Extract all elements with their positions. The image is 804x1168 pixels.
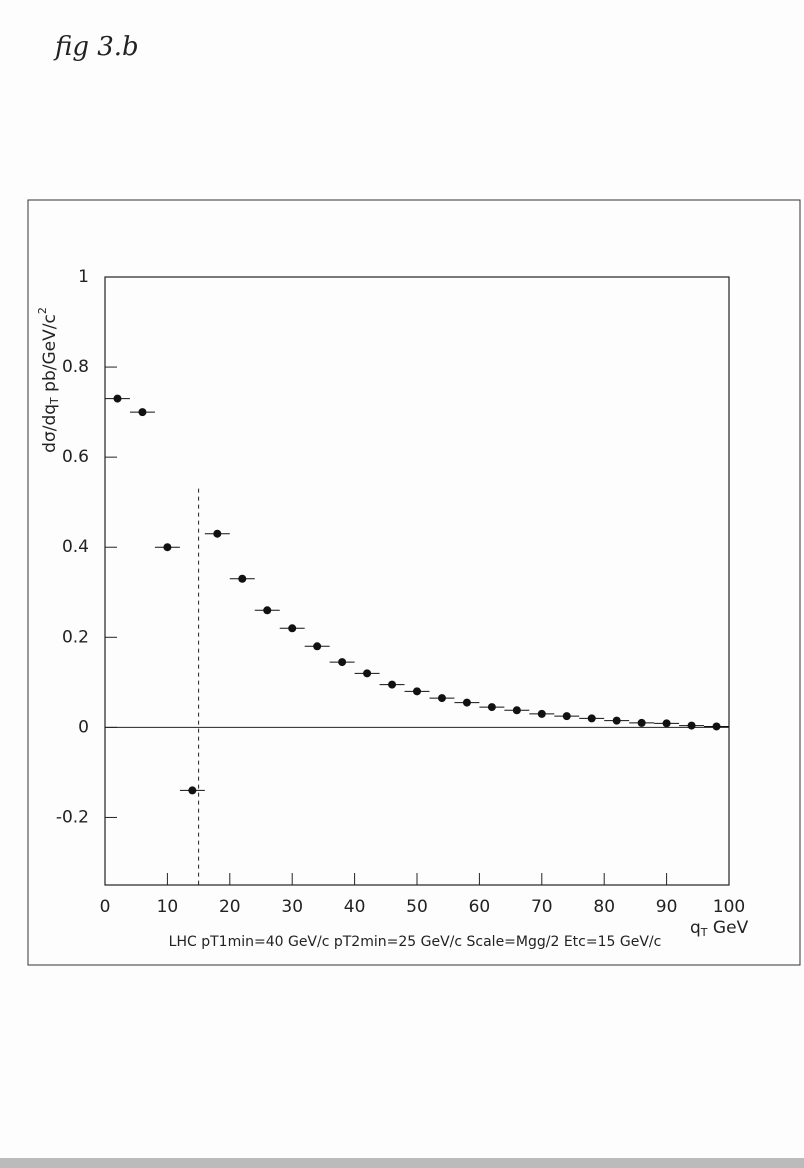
x-label-part: q bbox=[690, 918, 701, 938]
point bbox=[512, 706, 521, 715]
point bbox=[163, 543, 172, 552]
point bbox=[562, 712, 571, 721]
x-tick-label: 0 bbox=[100, 897, 111, 917]
x-label-sub: T bbox=[700, 926, 708, 939]
y-tick-label: 0 bbox=[78, 717, 89, 737]
y-label-part: dσ/dq bbox=[40, 404, 60, 453]
x-tick-label: 20 bbox=[219, 897, 241, 917]
x-tick-label: 60 bbox=[469, 897, 491, 917]
y-label-part: pb/GeV/c bbox=[40, 314, 60, 397]
point bbox=[712, 722, 721, 731]
point bbox=[138, 408, 147, 417]
point bbox=[687, 721, 696, 730]
y-axis-label: dσ/dqT pb/GeV/c2 bbox=[36, 307, 61, 453]
point bbox=[313, 642, 322, 651]
point bbox=[612, 716, 621, 725]
point bbox=[437, 694, 446, 703]
point bbox=[338, 658, 347, 667]
x-tick-label: 50 bbox=[406, 897, 428, 917]
x-tick-label: 40 bbox=[344, 897, 366, 917]
point bbox=[363, 669, 372, 678]
caption: LHC pT1min=40 GeV/c pT2min=25 GeV/c Scal… bbox=[169, 934, 662, 950]
figure-label: fig 3.b bbox=[53, 32, 139, 62]
point bbox=[487, 703, 496, 712]
point bbox=[662, 719, 671, 728]
y-tick-label: -0.2 bbox=[56, 807, 89, 827]
x-tick-label: 10 bbox=[157, 897, 179, 917]
y-tick-label: 1 bbox=[78, 267, 89, 287]
y-tick-label: 0.2 bbox=[62, 627, 89, 647]
scan-edge bbox=[0, 1158, 804, 1168]
point bbox=[388, 680, 397, 689]
point bbox=[462, 698, 471, 707]
y-tick-label: 0.8 bbox=[62, 357, 89, 377]
x-tick-label: 80 bbox=[593, 897, 615, 917]
x-tick-label: 90 bbox=[656, 897, 678, 917]
x-axis-label: qT GeV bbox=[690, 918, 749, 939]
x-tick-label: 100 bbox=[713, 897, 745, 917]
point bbox=[113, 394, 122, 403]
point bbox=[288, 624, 297, 633]
point bbox=[238, 574, 247, 583]
point bbox=[587, 714, 596, 723]
y-tick-label: 0.6 bbox=[62, 447, 89, 467]
point bbox=[537, 709, 546, 718]
x-tick-label: 70 bbox=[531, 897, 553, 917]
point bbox=[637, 718, 646, 727]
point bbox=[188, 786, 197, 795]
y-label-sub: T bbox=[48, 397, 61, 405]
x-label-part: GeV bbox=[708, 918, 749, 938]
point bbox=[413, 687, 421, 696]
point bbox=[213, 529, 222, 538]
x-tick-label: 30 bbox=[281, 897, 303, 917]
y-tick-label: 0.4 bbox=[62, 537, 89, 557]
point bbox=[263, 606, 272, 615]
y-label-sup: 2 bbox=[36, 307, 49, 314]
outer-frame bbox=[27, 199, 801, 966]
